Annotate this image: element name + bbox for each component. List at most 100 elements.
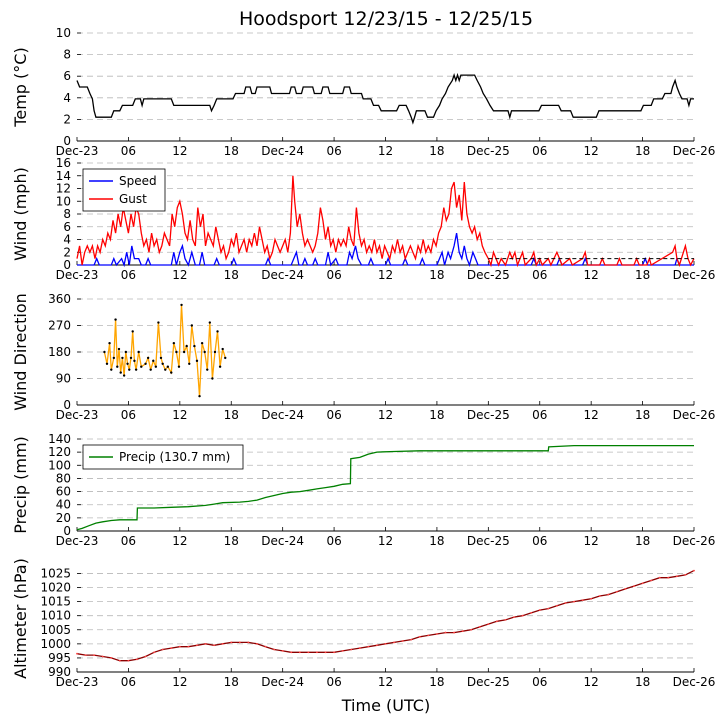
- y-tick-label: 1020: [40, 581, 71, 595]
- y-tick-label: 40: [56, 498, 71, 512]
- x-tick-label: 12: [172, 534, 187, 548]
- x-tick-label: Dec-24: [261, 675, 304, 689]
- altimeter-point: [333, 651, 335, 654]
- y-tick-label: 12: [56, 182, 71, 196]
- direction-point: [193, 344, 196, 348]
- y-tick-label: 4: [63, 233, 71, 247]
- altimeter-point: [573, 600, 575, 603]
- direction-point: [166, 365, 170, 368]
- series-wind-gust: [76, 175, 695, 268]
- y-tick-label: 16: [56, 156, 71, 170]
- altimeter-point: [144, 655, 147, 658]
- altimeter-point: [693, 569, 695, 572]
- direction-point: [124, 350, 128, 354]
- altimeter-point: [273, 648, 275, 651]
- direction-point: [218, 365, 222, 368]
- direction-point: [116, 365, 119, 368]
- x-tick-label: Dec-23: [56, 675, 99, 689]
- direction-point: [144, 362, 147, 365]
- altimeter-point: [221, 642, 224, 645]
- altimeter-point: [684, 573, 687, 576]
- x-tick-label: Dec-25: [467, 408, 510, 422]
- x-tick-label: 18: [429, 144, 444, 158]
- altimeter-point: [418, 635, 421, 638]
- y-tick-label: 140: [48, 432, 71, 446]
- x-tick-label: Dec-23: [56, 408, 99, 422]
- x-tick-label: 18: [635, 268, 650, 282]
- altimeter-point: [521, 614, 524, 617]
- direction-point: [108, 341, 111, 345]
- y-tick-label: 14: [56, 169, 71, 183]
- x-tick-label: Dec-25: [467, 268, 510, 282]
- direction-point: [200, 341, 204, 345]
- altimeter-point: [101, 655, 104, 658]
- y-tick-label: 360: [48, 292, 71, 306]
- altimeter-point: [247, 641, 250, 644]
- x-tick-label: 12: [378, 534, 393, 548]
- altimeter-point: [513, 616, 515, 618]
- altimeter-point: [547, 607, 550, 610]
- y-tick-label: 20: [56, 511, 71, 525]
- altimeter-point: [178, 645, 181, 648]
- x-tick-label: Dec-26: [673, 675, 716, 689]
- altimeter-point: [427, 634, 430, 637]
- direction-point: [180, 303, 183, 307]
- direction-point: [112, 356, 116, 360]
- legend-box: [82, 168, 166, 212]
- altimeter-point: [470, 628, 473, 631]
- direction-point: [206, 368, 209, 371]
- direction-point: [129, 356, 133, 360]
- x-tick-label: 18: [635, 144, 650, 158]
- y-tick-label: 120: [48, 445, 71, 459]
- altimeter-point: [641, 582, 644, 585]
- altimeter-point: [316, 651, 318, 654]
- x-tick-label: 12: [378, 675, 393, 689]
- x-tick-label: Dec-23: [56, 268, 99, 282]
- altimeter-point: [607, 593, 610, 596]
- y-tick-label: 180: [48, 345, 71, 359]
- direction-point: [146, 356, 150, 360]
- altimeter-point: [213, 644, 216, 647]
- altimeter-point: [136, 658, 138, 661]
- direction-point: [119, 371, 122, 374]
- x-tick-label: Dec-25: [467, 144, 510, 158]
- x-tick-label: 12: [378, 144, 393, 158]
- y-tick-label: 4: [63, 91, 71, 105]
- y-tick-label: 1025: [40, 566, 71, 580]
- direction-point: [133, 359, 136, 363]
- altimeter-point: [153, 651, 156, 654]
- y-axis-label-precip: Precip (mm): [11, 436, 30, 534]
- x-tick-label: 18: [429, 675, 444, 689]
- x-tick-label: 12: [584, 675, 599, 689]
- y-tick-label: 60: [56, 485, 71, 499]
- altimeter-point: [624, 588, 627, 590]
- altimeter-point: [564, 602, 567, 604]
- x-tick-label: 12: [584, 534, 599, 548]
- y-tick-label: 1005: [40, 623, 71, 637]
- altimeter-point: [401, 640, 404, 642]
- x-tick-label: 12: [584, 144, 599, 158]
- x-tick-label: Dec-24: [261, 144, 304, 158]
- altimeter-point: [410, 638, 413, 641]
- x-tick-label: 06: [532, 534, 547, 548]
- altimeter-point: [444, 631, 447, 634]
- x-tick-label: 06: [326, 268, 341, 282]
- direction-point: [224, 356, 227, 360]
- altimeter-point: [76, 652, 78, 655]
- x-tick-label: 18: [224, 268, 239, 282]
- altimeter-point: [384, 642, 387, 645]
- direction-point: [190, 324, 194, 327]
- direction-point: [208, 321, 212, 324]
- altimeter-point: [290, 651, 293, 654]
- altimeter-point: [170, 647, 173, 649]
- altimeter-point: [256, 642, 258, 645]
- direction-point: [159, 356, 163, 360]
- direction-point: [211, 377, 214, 380]
- chart-title: Hoodsport 12/23/15 - 12/25/15: [239, 8, 533, 30]
- x-tick-label: 18: [429, 268, 444, 282]
- direction-point: [164, 368, 167, 371]
- direction-point: [105, 362, 109, 365]
- x-tick-label: Dec-26: [673, 534, 716, 548]
- altimeter-point: [667, 576, 670, 579]
